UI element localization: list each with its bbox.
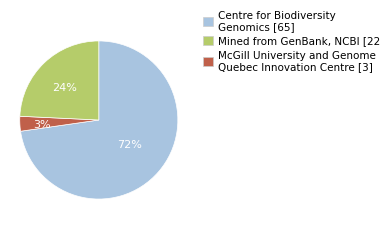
Wedge shape	[21, 41, 178, 199]
Text: 3%: 3%	[33, 120, 51, 130]
Wedge shape	[20, 41, 99, 120]
Text: 24%: 24%	[52, 83, 77, 93]
Legend: Centre for Biodiversity
Genomics [65], Mined from GenBank, NCBI [22], McGill Uni: Centre for Biodiversity Genomics [65], M…	[203, 11, 380, 72]
Wedge shape	[20, 116, 99, 131]
Text: 72%: 72%	[117, 140, 142, 150]
